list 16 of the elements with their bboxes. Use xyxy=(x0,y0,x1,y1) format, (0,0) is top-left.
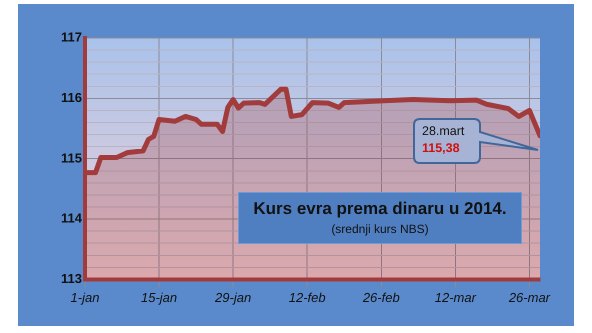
y-tick-label: 115 xyxy=(60,150,82,166)
x-tick-label: 1-jan xyxy=(70,290,100,305)
x-tick-label: 15-jan xyxy=(140,290,178,305)
x-tick-label: 26-feb xyxy=(362,290,400,305)
x-tick-label: 12-feb xyxy=(288,290,326,305)
x-tick-label: 12-mar xyxy=(434,290,477,305)
x-tick-label: 26-mar xyxy=(508,290,551,305)
annotation: 28.mart xyxy=(422,123,464,140)
annotation: 115,38 xyxy=(422,140,461,157)
y-tick-label: 117 xyxy=(60,30,82,45)
x-tick-label: 29-jan xyxy=(214,290,252,305)
text: (srednji kurs NBS) xyxy=(330,222,430,236)
y-tick-label: 113 xyxy=(60,270,82,286)
y-tick-label: 114 xyxy=(60,210,83,226)
text: Kurs evra prema dinaru u 2014. xyxy=(252,199,508,219)
y-tick-label: 116 xyxy=(60,90,82,105)
